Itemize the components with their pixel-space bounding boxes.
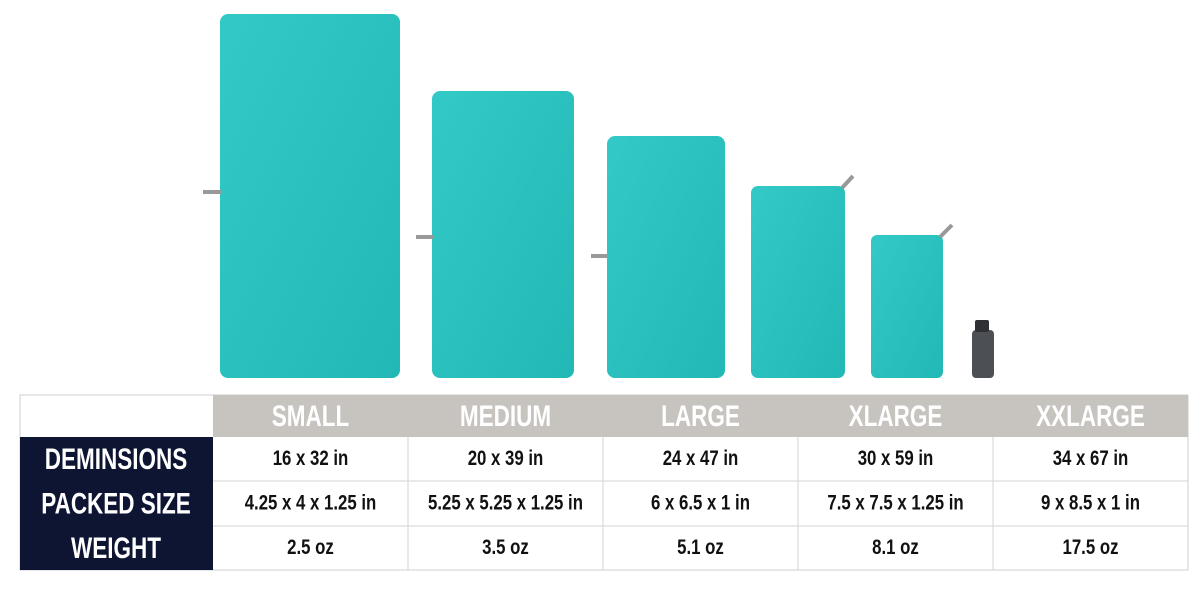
column-header: LARGE bbox=[661, 399, 740, 433]
column-header: XXLARGE bbox=[1036, 399, 1145, 433]
cell: 24 x 47 in bbox=[663, 447, 739, 470]
cell: 20 x 39 in bbox=[468, 447, 544, 470]
tag bbox=[840, 174, 855, 190]
towels bbox=[203, 14, 994, 378]
cell: 34 x 67 in bbox=[1053, 447, 1129, 470]
cell: 4.25 x 4 x 1.25 in bbox=[245, 492, 377, 515]
towel bbox=[432, 91, 574, 378]
cell: 6 x 6.5 x 1 in bbox=[651, 492, 750, 515]
towel bbox=[607, 136, 725, 378]
row-label: WEIGHT bbox=[71, 531, 161, 565]
column-header: MEDIUM bbox=[460, 399, 551, 433]
cell: 9 x 8.5 x 1 in bbox=[1041, 492, 1140, 515]
towel bbox=[220, 14, 400, 378]
cell: 3.5 oz bbox=[482, 536, 529, 559]
label-column bbox=[20, 437, 213, 570]
column-header: SMALL bbox=[272, 399, 349, 433]
cell: 5.25 x 5.25 x 1.25 in bbox=[428, 492, 583, 515]
tag bbox=[938, 223, 954, 239]
cell: 17.5 oz bbox=[1063, 536, 1119, 559]
bottle-cap bbox=[975, 320, 989, 332]
cell: 5.1 oz bbox=[677, 536, 724, 559]
towel bbox=[751, 186, 845, 378]
tag bbox=[203, 190, 221, 194]
cell: 2.5 oz bbox=[287, 536, 334, 559]
bottle bbox=[972, 330, 994, 378]
column-header: XLARGE bbox=[849, 399, 943, 433]
size-table: SMALL MEDIUM LARGE XLARGE XXLARGE DEMINSIONS 1… bbox=[19, 394, 1189, 571]
tag bbox=[416, 235, 433, 239]
row-label: DEMINSIONS bbox=[45, 442, 187, 476]
cell: 8.1 oz bbox=[872, 536, 919, 559]
header-row bbox=[213, 395, 1188, 437]
cell: 7.5 x 7.5 x 1.25 in bbox=[827, 492, 963, 515]
towel bbox=[871, 235, 943, 378]
tag bbox=[591, 254, 608, 258]
cell: 30 x 59 in bbox=[858, 447, 934, 470]
cell: 16 x 32 in bbox=[273, 447, 349, 470]
row-label: PACKED SIZE bbox=[41, 487, 191, 521]
